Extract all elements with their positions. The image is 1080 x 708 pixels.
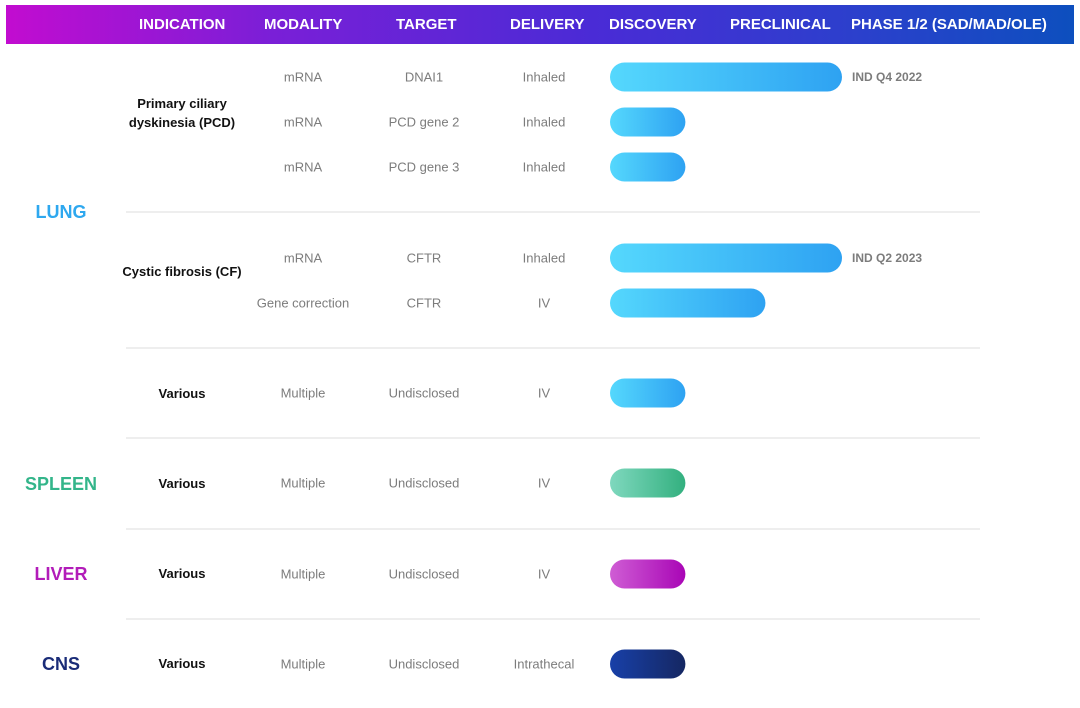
indication-spleen-various: Various [158,476,206,491]
indication-liver-various: Various [158,566,206,581]
row-target: Undisclosed [388,656,460,672]
header-bar: INDICATION MODALITY TARGET DELIVERY DISC… [6,5,1074,44]
milestone-label: IND Q4 2022 [852,70,923,84]
progress-bar [610,649,686,679]
header-modality: MODALITY [264,16,343,33]
header-preclinical: PRECLINICAL [730,16,831,33]
row-delivery: IV [537,475,551,491]
row-delivery: IV [537,566,551,582]
row-modality: Multiple [280,475,326,491]
section-divider [126,528,980,530]
header-phase: PHASE 1/2 (SAD/MAD/OLE) [851,16,1047,33]
row-target: DNAI1 [404,69,444,85]
organ-label-liver: LIVER [34,564,88,584]
row-target: CFTR [406,250,442,266]
progress-bar [610,378,686,408]
row-delivery: Inhaled [522,250,566,266]
milestone-label: IND Q2 2023 [852,251,923,265]
row-modality: Multiple [280,566,326,582]
row-delivery: IV [537,295,551,311]
row-modality: Multiple [280,385,326,401]
row-target: Undisclosed [388,566,460,582]
organ-label-lung: LUNG [35,202,87,222]
row-modality: mRNA [283,69,323,85]
row-modality: mRNA [283,250,323,266]
progress-bar [610,107,686,137]
header-target: TARGET [396,16,457,33]
header-indication: INDICATION [139,16,226,33]
indication-cns-various: Various [158,656,206,671]
progress-bar [610,559,686,589]
row-target: PCD gene 2 [388,114,460,130]
progress-bar [610,243,842,273]
organ-label-spleen: SPLEEN [24,474,98,494]
row-modality: Multiple [280,656,326,672]
section-divider [126,618,980,620]
progress-bar [610,62,842,92]
section-divider [126,437,980,439]
header-discovery: DISCOVERY [609,16,697,33]
row-target: PCD gene 3 [388,159,460,175]
indication-pcd: Primary ciliary dyskinesia (PCD) [128,96,236,130]
header-delivery: DELIVERY [510,16,585,33]
row-target: Undisclosed [388,385,460,401]
indication-lung-various: Various [158,386,206,401]
row-modality: mRNA [283,114,323,130]
row-target: Undisclosed [388,475,460,491]
row-delivery: IV [537,385,551,401]
row-modality: Gene correction [256,295,350,311]
progress-bar [610,152,686,182]
row-delivery: Intrathecal [513,656,575,672]
row-delivery: Inhaled [522,159,566,175]
row-delivery: Inhaled [522,69,566,85]
row-modality: mRNA [283,159,323,175]
section-divider [126,347,980,349]
organ-label-cns: CNS [41,654,80,674]
progress-bar [610,468,686,498]
indication-cf: Cystic fibrosis (CF) [122,264,242,279]
progress-bar [610,288,766,318]
row-target: CFTR [406,295,442,311]
section-divider [126,211,980,213]
row-delivery: Inhaled [522,114,566,130]
